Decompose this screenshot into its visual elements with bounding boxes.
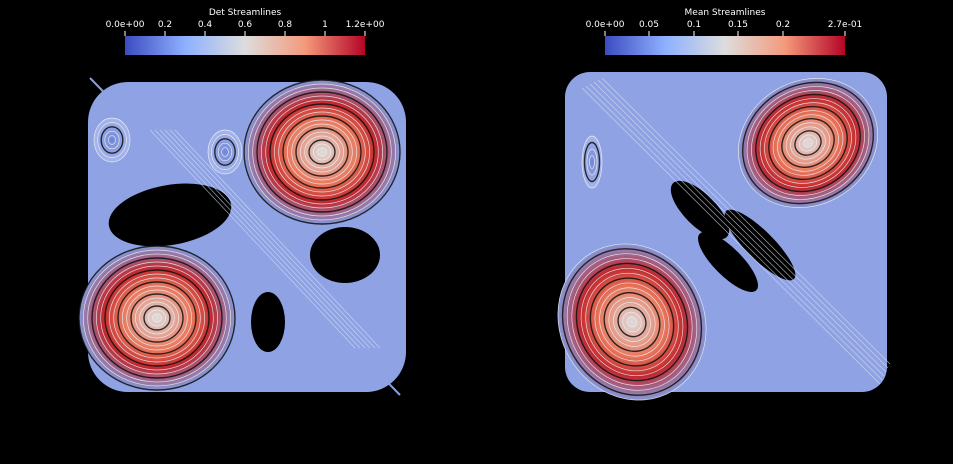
colorbar-tick-label: 1.2e+00 [346, 20, 385, 30]
visualization: Det Streamlines 0.0e+00 0.2 0.4 0.6 0.8 1 1.2e… [0, 0, 953, 464]
colorbar-title: Det Streamlines [209, 8, 282, 18]
colorbar-tick-label: 0.4 [198, 20, 213, 30]
colorbar-tick-label: 0.1 [687, 20, 701, 30]
colorbar-tick-label: 0.8 [278, 20, 293, 30]
colorbar-title: Mean Streamlines [685, 8, 766, 18]
colorbar-gradient [605, 36, 845, 55]
colorbar-tick-label: 1 [322, 20, 328, 30]
colorbar-tick-label: 2.7e-01 [828, 20, 863, 30]
streamline-field [530, 53, 902, 427]
colorbar-tick-label: 0.05 [639, 20, 659, 30]
colorbar-tick-label: 0.0e+00 [586, 20, 625, 30]
colorbar-tick-label: 0.2 [158, 20, 172, 30]
streamline-field [79, 78, 406, 395]
colorbar-tick-label: 0.15 [728, 20, 748, 30]
vortex [79, 246, 235, 390]
colorbar-tick-label: 0.2 [776, 20, 790, 30]
colorbar-tick-label: 0.0e+00 [106, 20, 145, 30]
colorbar-gradient [125, 36, 365, 55]
hole [310, 227, 380, 283]
hole [251, 292, 285, 352]
colorbar-tick-label: 0.6 [238, 20, 253, 30]
vortex [244, 80, 400, 224]
